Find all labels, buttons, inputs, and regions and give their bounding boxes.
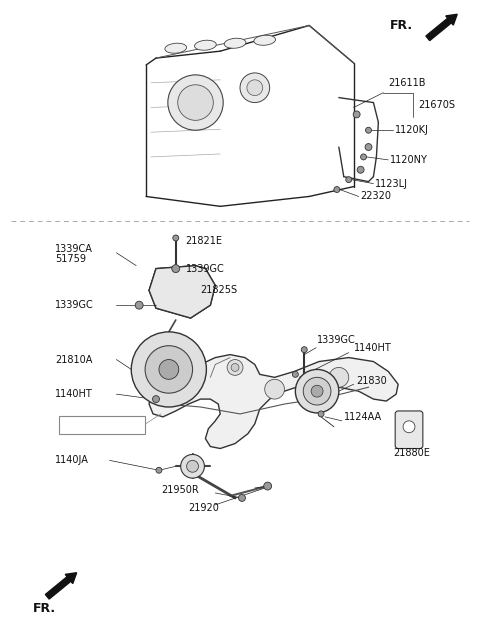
Text: 21821E: 21821E bbox=[186, 236, 223, 246]
Circle shape bbox=[172, 265, 180, 273]
Text: 51759: 51759 bbox=[55, 254, 86, 264]
Circle shape bbox=[264, 379, 285, 399]
Text: FR.: FR. bbox=[33, 602, 56, 615]
Text: 1339CA: 1339CA bbox=[55, 244, 93, 254]
FancyArrow shape bbox=[46, 573, 77, 599]
Circle shape bbox=[231, 363, 239, 372]
Circle shape bbox=[239, 494, 245, 501]
Circle shape bbox=[301, 347, 307, 352]
Circle shape bbox=[329, 367, 349, 387]
Text: 21830: 21830 bbox=[357, 376, 387, 386]
Text: 1140JA: 1140JA bbox=[55, 455, 89, 465]
Circle shape bbox=[178, 85, 213, 120]
Text: 1339GC: 1339GC bbox=[317, 334, 356, 345]
Polygon shape bbox=[149, 354, 398, 449]
Circle shape bbox=[240, 73, 270, 103]
Circle shape bbox=[264, 482, 272, 490]
Circle shape bbox=[227, 360, 243, 376]
Text: 1124AA: 1124AA bbox=[344, 412, 382, 422]
Text: 1123LJ: 1123LJ bbox=[375, 178, 408, 189]
Circle shape bbox=[318, 411, 324, 417]
Polygon shape bbox=[149, 266, 216, 318]
Circle shape bbox=[131, 332, 206, 407]
Circle shape bbox=[295, 369, 339, 413]
Circle shape bbox=[168, 75, 223, 130]
Text: 1120NY: 1120NY bbox=[390, 155, 428, 165]
Circle shape bbox=[187, 460, 199, 473]
Text: 21920: 21920 bbox=[189, 503, 219, 513]
Circle shape bbox=[346, 177, 352, 182]
Text: 22320: 22320 bbox=[360, 191, 392, 202]
Circle shape bbox=[403, 421, 415, 433]
FancyBboxPatch shape bbox=[59, 416, 145, 434]
Text: 1140HT: 1140HT bbox=[55, 389, 93, 399]
Circle shape bbox=[159, 360, 179, 379]
Circle shape bbox=[353, 111, 360, 118]
Ellipse shape bbox=[165, 43, 187, 53]
Circle shape bbox=[156, 467, 162, 473]
Text: 21950R: 21950R bbox=[161, 485, 199, 495]
Circle shape bbox=[173, 235, 179, 241]
Circle shape bbox=[180, 455, 204, 478]
Ellipse shape bbox=[224, 39, 246, 48]
FancyBboxPatch shape bbox=[395, 411, 423, 449]
Text: 21825S: 21825S bbox=[201, 285, 238, 295]
Text: 21810A: 21810A bbox=[55, 354, 93, 365]
Circle shape bbox=[303, 377, 331, 405]
Text: 1339GC: 1339GC bbox=[55, 300, 94, 310]
Text: FR.: FR. bbox=[390, 19, 413, 32]
Text: 1140HT: 1140HT bbox=[354, 343, 391, 352]
Circle shape bbox=[366, 127, 372, 133]
Circle shape bbox=[311, 385, 323, 397]
Text: 21880E: 21880E bbox=[393, 449, 430, 458]
Circle shape bbox=[360, 154, 367, 160]
Circle shape bbox=[292, 372, 298, 377]
Circle shape bbox=[247, 80, 263, 96]
Circle shape bbox=[135, 301, 143, 309]
Circle shape bbox=[357, 166, 364, 173]
Circle shape bbox=[153, 395, 159, 403]
Text: 1120KJ: 1120KJ bbox=[395, 125, 429, 135]
Circle shape bbox=[145, 345, 192, 393]
Circle shape bbox=[365, 144, 372, 150]
Ellipse shape bbox=[194, 40, 216, 50]
Text: 21611B: 21611B bbox=[388, 78, 426, 88]
Text: REF.60-624: REF.60-624 bbox=[76, 421, 127, 429]
Ellipse shape bbox=[254, 35, 276, 46]
FancyArrow shape bbox=[426, 14, 457, 40]
Text: 21670S: 21670S bbox=[418, 100, 455, 110]
Circle shape bbox=[334, 187, 340, 193]
Text: 1339GC: 1339GC bbox=[186, 264, 224, 273]
